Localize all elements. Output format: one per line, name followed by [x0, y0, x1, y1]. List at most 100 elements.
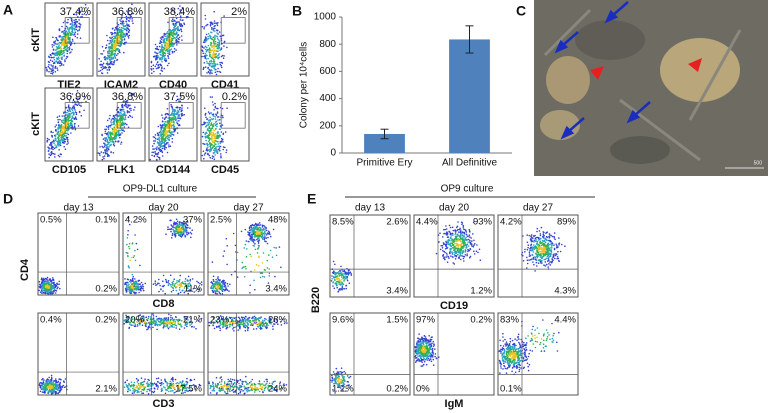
dot	[207, 153, 209, 155]
dot	[214, 140, 216, 142]
dot	[50, 390, 52, 392]
dot	[56, 67, 58, 69]
dot	[48, 150, 50, 152]
dot	[196, 281, 198, 283]
dot	[129, 29, 131, 31]
dot	[72, 40, 74, 42]
dot	[215, 113, 217, 115]
dot	[64, 61, 66, 63]
dot	[45, 280, 47, 282]
dot	[70, 28, 72, 30]
dot	[211, 96, 213, 98]
dot	[207, 38, 209, 40]
dot	[113, 124, 115, 126]
dot	[105, 47, 107, 49]
dot	[131, 292, 133, 294]
dot	[175, 327, 177, 329]
dot	[206, 34, 208, 36]
dot	[155, 66, 157, 68]
dot	[172, 38, 174, 40]
dot	[213, 26, 215, 28]
dot	[167, 117, 169, 119]
dot	[217, 141, 219, 143]
dot	[160, 65, 162, 67]
dot	[273, 229, 275, 231]
dot	[113, 137, 115, 139]
y-tick-label: 600	[319, 66, 336, 77]
dot	[141, 287, 143, 289]
dot	[214, 20, 216, 22]
dot	[114, 145, 116, 147]
dot	[127, 230, 129, 232]
dot	[205, 39, 207, 41]
dot	[107, 120, 109, 122]
dot	[207, 145, 209, 147]
dot	[254, 289, 256, 291]
dot	[153, 71, 155, 73]
dot	[177, 293, 179, 295]
x-axis-label: CD3	[152, 398, 174, 410]
dot	[168, 57, 170, 59]
dot	[267, 260, 269, 262]
dot	[57, 283, 59, 285]
dot	[111, 32, 113, 34]
dot	[158, 126, 160, 128]
dot	[155, 280, 157, 282]
day-label: day 13	[63, 203, 93, 214]
dot	[186, 232, 188, 234]
dot	[260, 231, 262, 233]
dot	[171, 41, 173, 43]
dot	[258, 227, 260, 229]
dot	[51, 154, 53, 156]
dot	[168, 280, 170, 282]
dot	[113, 152, 115, 154]
dot	[129, 248, 131, 250]
dot	[48, 377, 50, 379]
dot	[126, 124, 128, 126]
dot	[223, 15, 225, 17]
dot	[174, 230, 176, 232]
dot	[157, 141, 159, 143]
dot	[177, 224, 179, 226]
dot	[244, 276, 246, 278]
dot	[207, 136, 209, 138]
dot	[66, 53, 68, 55]
dot	[66, 33, 68, 35]
dot	[124, 119, 126, 121]
dot	[115, 49, 117, 51]
dot	[203, 151, 205, 153]
dot	[179, 230, 181, 232]
dot	[162, 130, 164, 132]
dot	[166, 35, 168, 37]
dot	[155, 148, 157, 150]
dot	[55, 381, 57, 383]
dot	[100, 64, 102, 66]
dot	[75, 36, 77, 38]
dot	[202, 155, 204, 157]
dot	[215, 121, 217, 123]
dot	[56, 388, 58, 390]
dot	[59, 60, 61, 62]
dot	[58, 283, 60, 285]
dot	[218, 146, 220, 148]
dot	[260, 229, 262, 231]
dot	[162, 319, 164, 321]
dot	[57, 43, 59, 45]
dot	[204, 153, 206, 155]
dot	[144, 322, 146, 324]
dot	[213, 59, 215, 61]
dot	[211, 56, 213, 58]
dot	[264, 226, 266, 228]
dot	[209, 61, 211, 63]
dot	[201, 56, 203, 58]
dot	[216, 288, 218, 290]
dot	[153, 68, 155, 70]
dot	[119, 27, 121, 29]
dot	[159, 42, 161, 44]
dot	[163, 138, 165, 140]
dot	[125, 36, 127, 38]
dot	[212, 22, 214, 24]
dot	[158, 138, 160, 140]
dot	[115, 51, 117, 53]
dot	[116, 59, 118, 61]
